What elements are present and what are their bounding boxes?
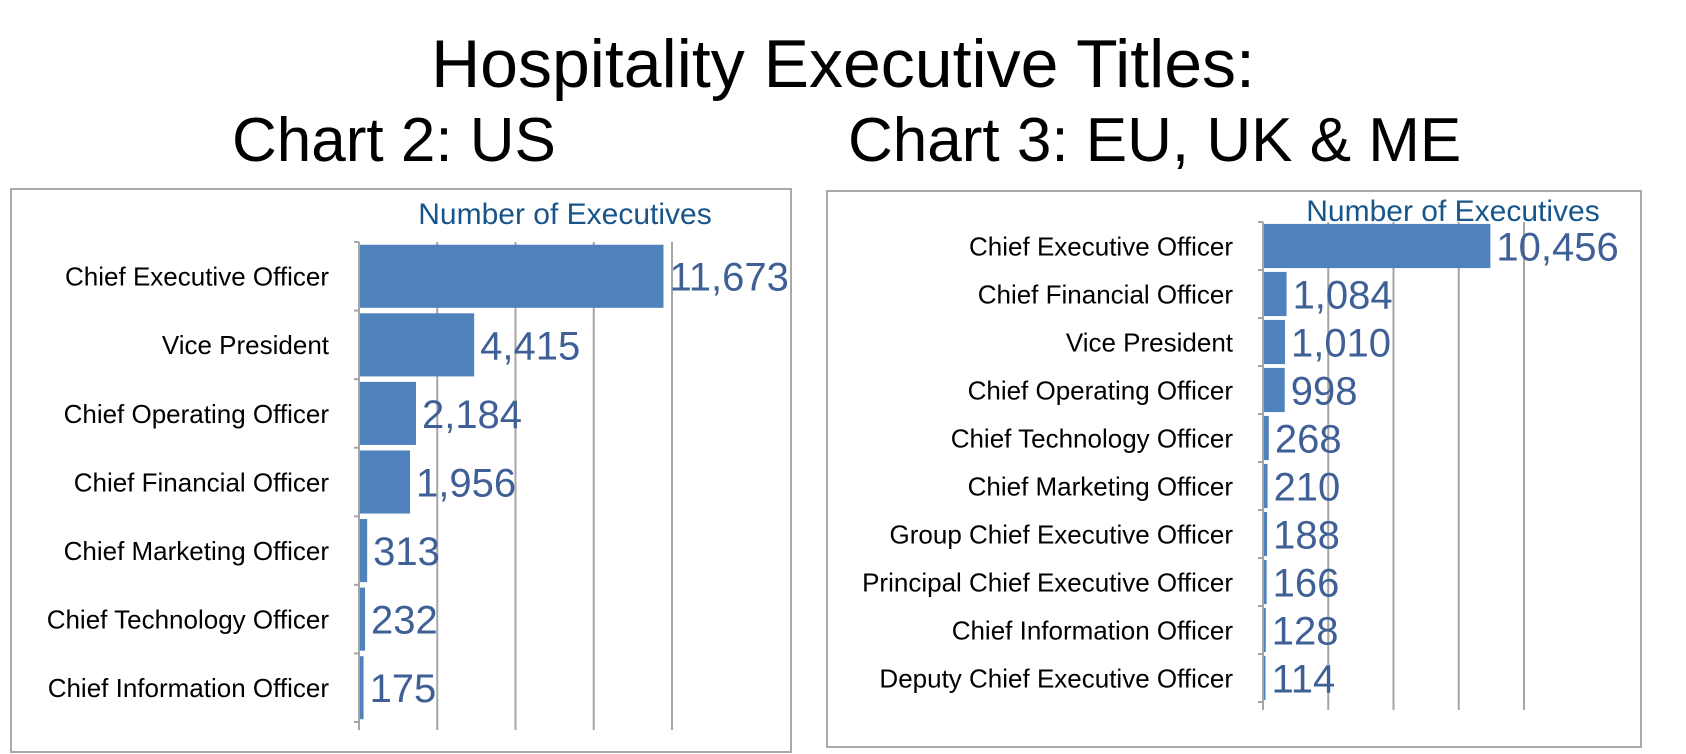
bar [1264, 223, 1491, 269]
chart2-panel: Number of Executives Chief Executive Offi… [10, 188, 792, 753]
bar [360, 381, 416, 445]
bar [1264, 367, 1285, 413]
bar [360, 519, 368, 583]
category-label: Chief Information Officer [952, 615, 1234, 645]
chart3-title: Chart 3: EU, UK & ME [848, 106, 1462, 175]
category-label: Principal Chief Executive Officer [862, 567, 1233, 597]
bar [1264, 415, 1269, 461]
bar [360, 244, 664, 308]
value-label: 128 [1272, 609, 1339, 653]
value-label: 11,673 [669, 256, 788, 300]
value-label: 313 [373, 530, 440, 574]
chart2-title: Chart 2: US [232, 106, 556, 175]
chart3-panel: Number of Executives Chief Executive Offi… [826, 190, 1642, 748]
bar [360, 450, 411, 514]
value-label: 10,456 [1496, 225, 1618, 269]
value-label: 210 [1274, 465, 1341, 509]
value-label: 1,010 [1291, 321, 1391, 365]
bar [1264, 655, 1266, 701]
value-label: 166 [1273, 561, 1340, 605]
category-label: Vice President [1066, 327, 1234, 357]
bar [360, 587, 366, 651]
x-axis-title: Number of Executives [418, 198, 711, 231]
bar [1264, 559, 1267, 605]
x-axis-title: Number of Executives [1306, 195, 1599, 228]
category-label: Deputy Chief Executive Officer [879, 663, 1233, 693]
value-label: 998 [1291, 369, 1358, 413]
value-label: 1,084 [1293, 273, 1393, 317]
category-label: Chief Information Officer [48, 673, 330, 703]
category-label: Chief Executive Officer [65, 262, 329, 292]
category-label: Vice President [162, 330, 330, 360]
bar [1264, 271, 1287, 317]
category-label: Chief Marketing Officer [968, 471, 1234, 501]
value-label: 188 [1273, 513, 1340, 557]
bar [360, 656, 364, 720]
category-label: Chief Technology Officer [951, 423, 1234, 453]
bar [1264, 319, 1285, 365]
category-label: Group Chief Executive Officer [890, 519, 1234, 549]
category-label: Chief Marketing Officer [64, 536, 330, 566]
category-label: Chief Financial Officer [74, 467, 330, 497]
bar [360, 313, 475, 377]
value-label: 268 [1275, 417, 1342, 461]
main-title: Hospitality Executive Titles: [431, 26, 1255, 102]
category-label: Chief Technology Officer [47, 605, 330, 635]
value-label: 4,415 [480, 324, 580, 368]
category-label: Chief Executive Officer [969, 231, 1233, 261]
bar [1264, 463, 1268, 509]
value-label: 1,956 [416, 461, 516, 505]
value-label: 232 [371, 599, 438, 643]
bar [1264, 607, 1266, 653]
chart3-svg: Number of Executives Chief Executive Offi… [862, 195, 1619, 710]
category-label: Chief Operating Officer [968, 375, 1234, 405]
value-label: 114 [1271, 657, 1335, 701]
bar [1264, 511, 1268, 557]
value-label: 2,184 [422, 393, 522, 437]
category-label: Chief Operating Officer [64, 399, 330, 429]
chart2-svg: Number of Executives Chief Executive Offi… [47, 198, 789, 730]
value-label: 175 [370, 667, 437, 711]
category-label: Chief Financial Officer [978, 279, 1234, 309]
